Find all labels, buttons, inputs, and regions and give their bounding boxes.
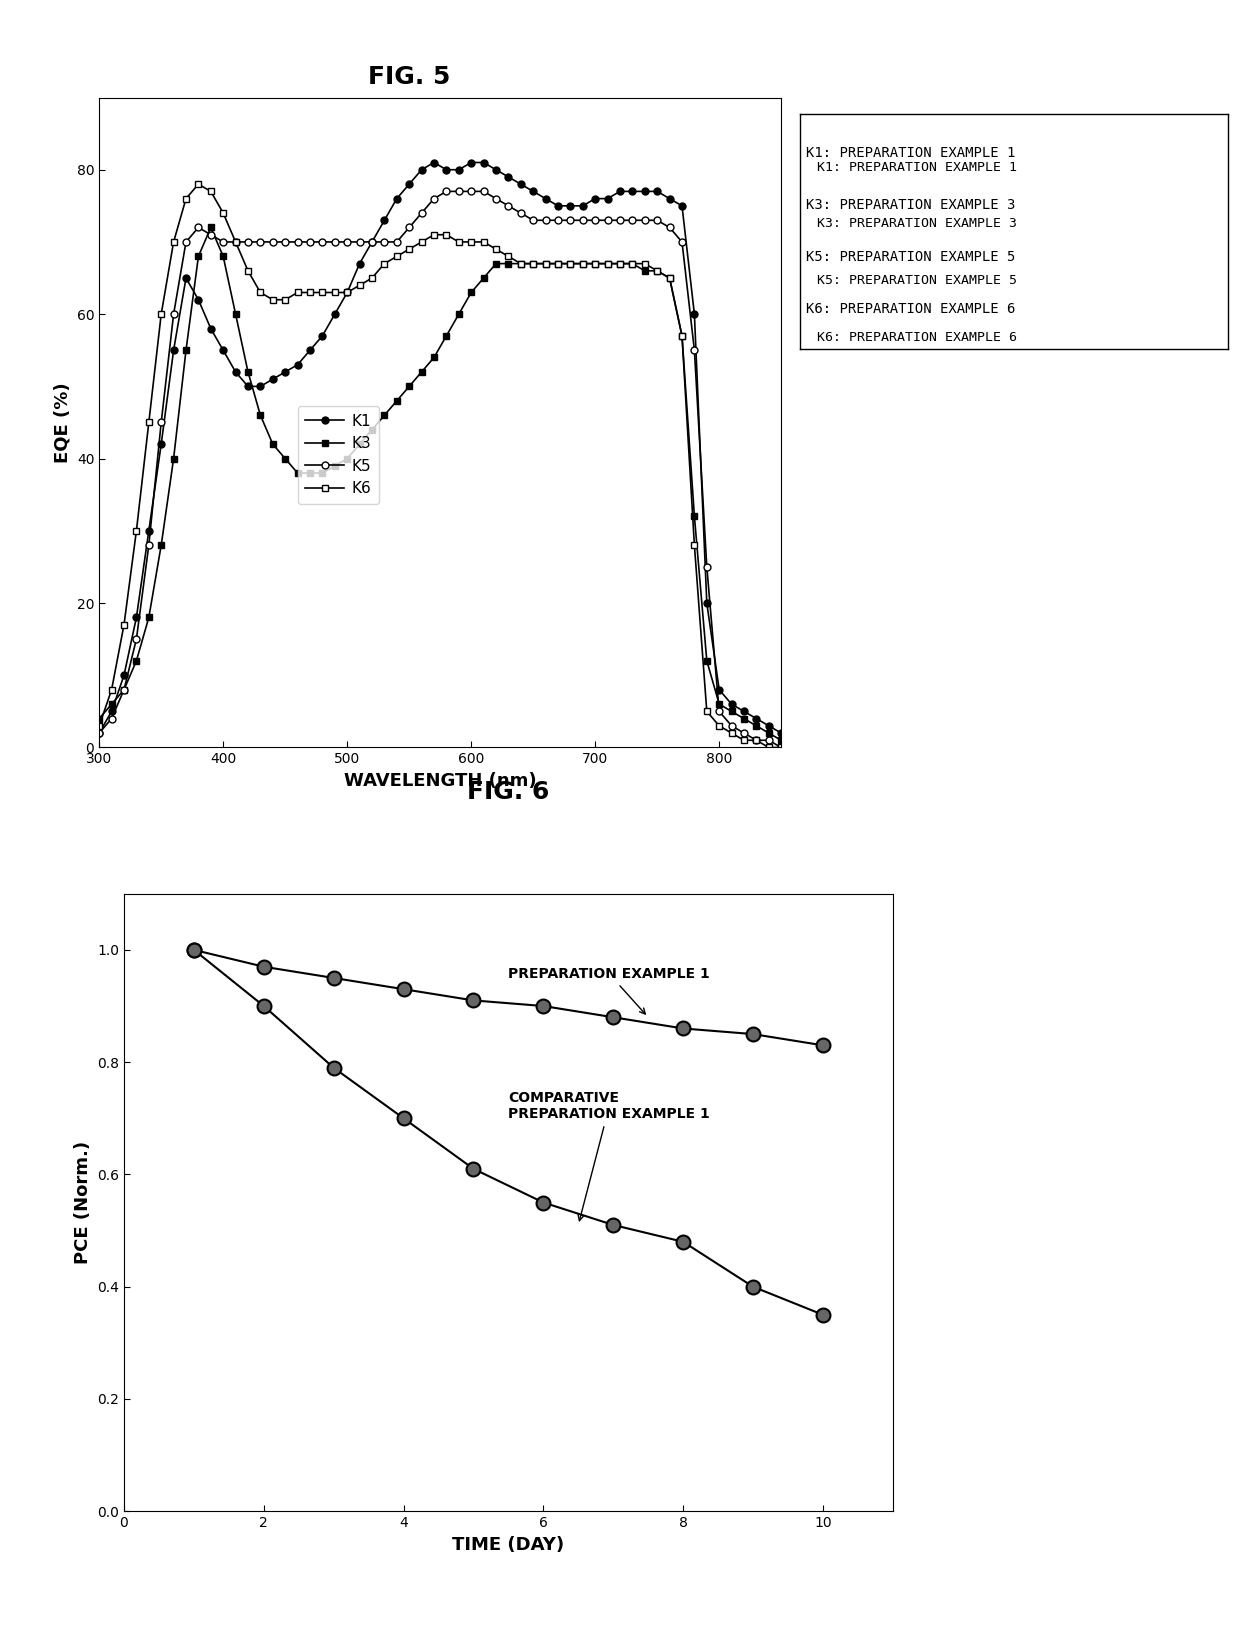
- K3: [526, 254, 541, 273]
- K6: [104, 679, 119, 699]
- K3: [104, 694, 119, 713]
- Text: K6: PREPARATION EXAMPLE 6: K6: PREPARATION EXAMPLE 6: [817, 330, 1017, 343]
- K6: [526, 254, 541, 273]
- Line: K3: K3: [95, 224, 785, 744]
- K1: [489, 159, 503, 179]
- K1: [92, 723, 107, 743]
- K3: [203, 218, 218, 237]
- Line: K5: K5: [95, 188, 785, 751]
- Line: K1: K1: [95, 159, 785, 736]
- K3: [489, 254, 503, 273]
- K3: [551, 254, 565, 273]
- K6: [92, 717, 107, 736]
- K5: [104, 708, 119, 728]
- Text: K6: PREPARATION EXAMPLE 6: K6: PREPARATION EXAMPLE 6: [806, 302, 1016, 317]
- K6: [774, 738, 789, 757]
- K5: [774, 738, 789, 757]
- K1: [625, 182, 640, 202]
- Text: COMPARATIVE
PREPARATION EXAMPLE 1: COMPARATIVE PREPARATION EXAMPLE 1: [508, 1090, 711, 1220]
- K5: [526, 211, 541, 231]
- K3: [625, 254, 640, 273]
- Text: K1: PREPARATION EXAMPLE 1: K1: PREPARATION EXAMPLE 1: [806, 146, 1016, 161]
- Y-axis label: PCE (Norm.): PCE (Norm.): [73, 1141, 92, 1264]
- Text: K5: PREPARATION EXAMPLE 5: K5: PREPARATION EXAMPLE 5: [817, 275, 1017, 288]
- K1: [104, 702, 119, 722]
- K5: [625, 211, 640, 231]
- Text: FIG. 5: FIG. 5: [368, 65, 450, 89]
- K6: [191, 174, 206, 193]
- Legend: K1, K3, K5, K6: K1, K3, K5, K6: [298, 406, 378, 504]
- K1: [340, 283, 355, 302]
- Y-axis label: EQE (%): EQE (%): [53, 382, 71, 463]
- K3: [92, 708, 107, 728]
- Text: K5: PREPARATION EXAMPLE 5: K5: PREPARATION EXAMPLE 5: [806, 250, 1016, 265]
- K5: [489, 188, 503, 208]
- Text: K3: PREPARATION EXAMPLE 3: K3: PREPARATION EXAMPLE 3: [817, 218, 1017, 231]
- K6: [551, 254, 565, 273]
- K5: [340, 232, 355, 252]
- K5: [92, 723, 107, 743]
- K6: [352, 276, 367, 296]
- K6: [625, 254, 640, 273]
- K1: [526, 182, 541, 202]
- Text: FIG. 6: FIG. 6: [467, 780, 549, 804]
- X-axis label: TIME (DAY): TIME (DAY): [453, 1536, 564, 1554]
- K3: [774, 731, 789, 751]
- K1: [551, 197, 565, 216]
- K3: [352, 434, 367, 453]
- K5: [439, 182, 454, 202]
- K6: [761, 738, 776, 757]
- Text: K3: PREPARATION EXAMPLE 3: K3: PREPARATION EXAMPLE 3: [806, 198, 1016, 213]
- K1: [774, 723, 789, 743]
- K5: [551, 211, 565, 231]
- Text: PREPARATION EXAMPLE 1: PREPARATION EXAMPLE 1: [508, 967, 711, 1014]
- K6: [489, 239, 503, 258]
- Text: K1: PREPARATION EXAMPLE 1: K1: PREPARATION EXAMPLE 1: [817, 161, 1017, 174]
- Line: K6: K6: [95, 180, 785, 751]
- K1: [427, 153, 441, 172]
- X-axis label: WAVELENGTH (nm): WAVELENGTH (nm): [343, 772, 537, 790]
